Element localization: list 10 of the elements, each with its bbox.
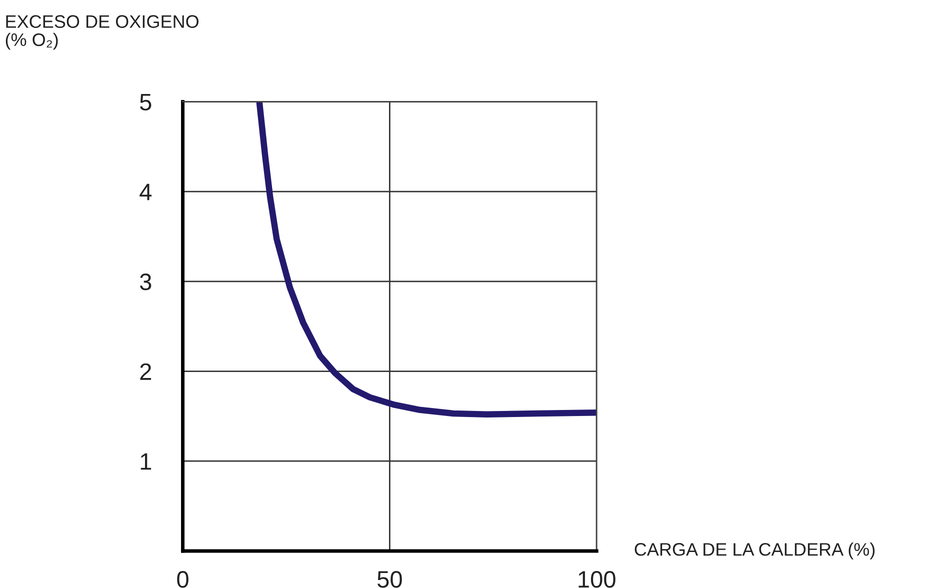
x-tick-label: 50 — [378, 571, 402, 588]
y-tick-label: 1 — [140, 453, 152, 470]
y-tick-label: 2 — [140, 363, 152, 380]
x-axis-title: CARGA DE LA CALDERA (%) — [634, 542, 875, 560]
y-tick-label: 3 — [140, 273, 152, 290]
x-tick-label: 100 — [578, 571, 616, 588]
x-tick-label: 0 — [177, 571, 188, 588]
y-tick-label: 5 — [140, 94, 152, 111]
y-tick-label: 4 — [140, 184, 152, 200]
y-axis-title: EXCESO DE OXIGENO (% O₂) — [6, 15, 199, 50]
